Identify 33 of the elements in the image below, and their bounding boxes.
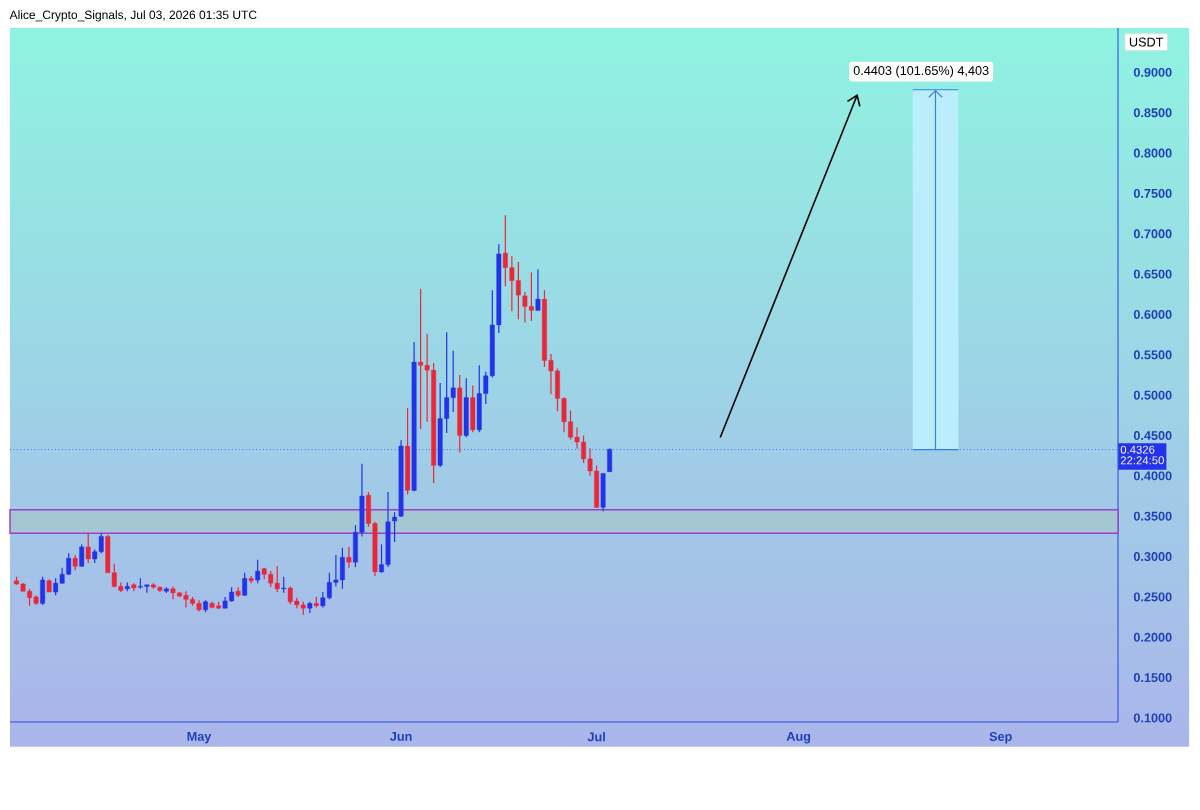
candlestick [255, 559, 261, 584]
y-tick-label: 0.8000 [1133, 148, 1172, 158]
y-axis-title: USDT [1129, 37, 1164, 47]
ref-line-label: 0.4326 [1120, 445, 1155, 454]
candlestick [607, 447, 613, 473]
y-tick-label: 0.2500 [1133, 592, 1172, 602]
y-tick-label: 0.8500 [1133, 108, 1172, 118]
y-tick-label: 0.3000 [1133, 552, 1172, 562]
y-tick-label: 0.1500 [1133, 673, 1172, 683]
candlestick [40, 576, 46, 606]
x-tick-label: May [187, 732, 212, 744]
y-tick-label: 0.6500 [1133, 269, 1172, 279]
x-tick-label: Aug [786, 732, 811, 744]
candlestick [346, 546, 352, 569]
y-tick-label: 0.5500 [1133, 350, 1172, 360]
x-tick-label: Jul [587, 732, 605, 742]
text: 22:24:50 [1120, 456, 1164, 465]
y-tick-label: 0.1000 [1133, 713, 1172, 723]
y-tick-label: 0.6000 [1133, 309, 1172, 319]
y-tick-label: 0.7500 [1133, 188, 1172, 198]
annotation: 0.4403 (101.65%) 4,403 [853, 65, 989, 78]
x-tick-label: Sep [989, 732, 1012, 744]
y-tick-label: 0.2000 [1133, 632, 1172, 642]
y-tick-label: 0.3500 [1133, 511, 1172, 521]
x-tick-label: Jun [389, 732, 412, 741]
y-tick-label: 0.4000 [1133, 471, 1172, 481]
y-tick-label: 0.7000 [1133, 229, 1172, 239]
y-tick-label: 0.5000 [1133, 390, 1172, 400]
chart-title: Alice_Crypto_Signals, Jul 03, 2026 01:35 UTC [9, 10, 257, 22]
candlestick [535, 268, 541, 312]
y-tick-label: 0.4500 [1133, 431, 1172, 440]
y-tick-label: 0.9000 [1133, 67, 1172, 77]
candlestick [85, 532, 91, 564]
